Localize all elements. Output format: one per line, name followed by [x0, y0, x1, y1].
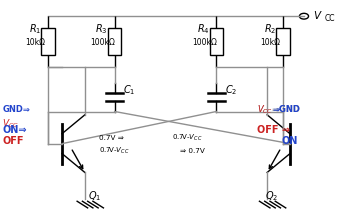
Text: 0.7V ⇒: 0.7V ⇒: [99, 135, 124, 141]
Bar: [108, 29, 121, 55]
Text: $R_3$: $R_3$: [95, 23, 108, 36]
Text: $V_{CC}$: $V_{CC}$: [257, 103, 272, 116]
Text: $C_1$: $C_1$: [124, 84, 136, 97]
Text: ON: ON: [281, 136, 297, 147]
Bar: [42, 29, 55, 55]
Bar: [210, 29, 223, 55]
Text: 10kΩ: 10kΩ: [260, 38, 280, 47]
Text: GND⇒: GND⇒: [2, 105, 30, 114]
Text: $V_{CC}$: $V_{CC}$: [2, 118, 19, 130]
Bar: [276, 29, 290, 55]
Text: $R_4$: $R_4$: [197, 23, 210, 36]
Text: $V$: $V$: [313, 9, 322, 21]
Text: ON⇒: ON⇒: [2, 125, 27, 135]
Text: OFF: OFF: [2, 136, 24, 147]
Text: OFF ⇒: OFF ⇒: [257, 125, 290, 135]
Text: 100kΩ: 100kΩ: [192, 38, 216, 47]
Text: ⇒GND: ⇒GND: [272, 105, 300, 114]
Text: $R_2$: $R_2$: [264, 23, 276, 36]
Text: 0.7V-$V_{CC}$: 0.7V-$V_{CC}$: [99, 146, 129, 157]
Text: 0.7V-$V_{CC}$: 0.7V-$V_{CC}$: [172, 133, 203, 143]
Text: $V_{CC}$⇒GND: $V_{CC}$⇒GND: [257, 103, 300, 116]
Text: 100kΩ: 100kΩ: [90, 38, 115, 47]
Text: $R_1$: $R_1$: [29, 23, 41, 36]
Text: $C_2$: $C_2$: [225, 84, 238, 97]
Text: ⇒ 0.7V: ⇒ 0.7V: [180, 148, 205, 154]
Text: 10kΩ: 10kΩ: [25, 38, 45, 47]
Text: $Q_2$: $Q_2$: [265, 189, 279, 203]
Text: CC: CC: [324, 14, 335, 23]
Text: $Q_1$: $Q_1$: [88, 189, 102, 203]
